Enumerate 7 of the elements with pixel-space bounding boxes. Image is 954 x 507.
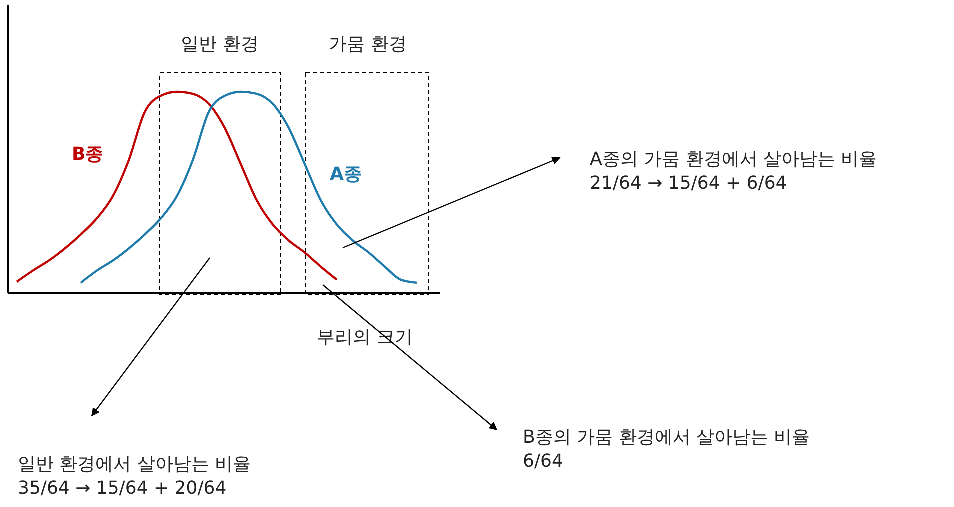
text: B종의 가뭄 환경에서 살아남는 비율 6/64 xyxy=(523,427,810,472)
text: 일반 환경에서 살아남는 비율 35/64 → 15/64 + 20/64 xyxy=(18,454,252,499)
series-label: B종 xyxy=(72,144,104,165)
series-label: A종 xyxy=(330,164,362,185)
text: 일반 환경 xyxy=(181,34,259,55)
text: A종의 가뭄 환경에서 살아남는 비율 21/64 → 15/64 + 6/64 xyxy=(590,149,878,194)
text: 가뭄 환경 xyxy=(329,34,407,55)
